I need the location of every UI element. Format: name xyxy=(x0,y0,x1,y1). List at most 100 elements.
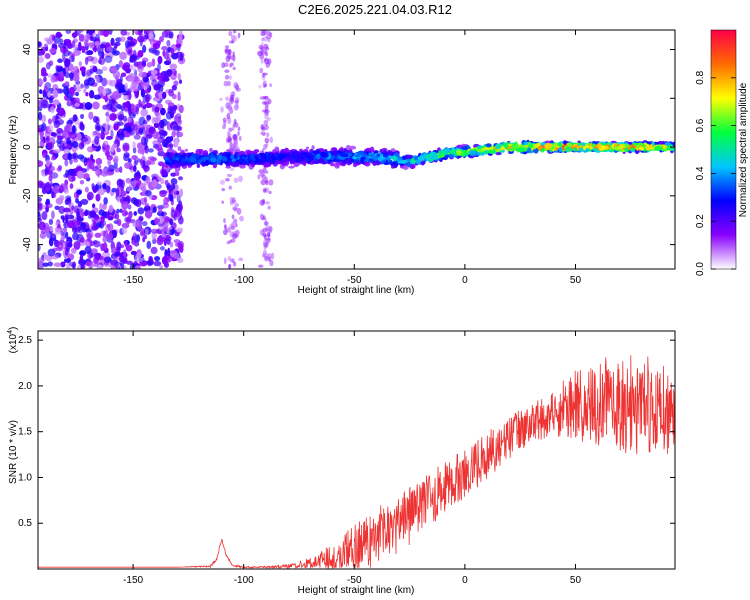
noise-blob xyxy=(264,95,269,100)
noise-blob xyxy=(230,34,236,41)
noise-blob xyxy=(106,211,111,219)
noise-blob xyxy=(232,30,237,34)
noise-blob xyxy=(152,238,157,245)
noise-blob xyxy=(84,56,89,66)
noise-blob xyxy=(138,127,144,136)
ridge-blob xyxy=(357,150,364,156)
noise-blob xyxy=(257,174,261,180)
spectrogram-x-ticks: -150 -100 -50 0 50 xyxy=(123,30,581,286)
noise-blob xyxy=(80,198,89,206)
noise-blob xyxy=(170,209,178,218)
noise-blob xyxy=(85,92,89,97)
noise-blob xyxy=(96,181,103,186)
noise-blob xyxy=(238,257,244,262)
noise-blob xyxy=(220,106,224,113)
noise-blob xyxy=(137,250,142,257)
noise-blob xyxy=(268,179,274,186)
noise-blob xyxy=(144,34,149,40)
noise-blob xyxy=(159,190,167,198)
noise-blob xyxy=(39,232,47,239)
noise-blob xyxy=(107,223,114,232)
noise-blob xyxy=(230,238,236,243)
noise-blob xyxy=(225,49,228,53)
ridge-blob xyxy=(429,151,437,157)
noise-blob xyxy=(231,143,236,149)
ridge-blob xyxy=(664,142,670,146)
noise-blob xyxy=(146,115,151,122)
noise-blob xyxy=(71,125,77,134)
noise-blob xyxy=(79,180,85,185)
ridge-blob xyxy=(624,147,629,152)
noise-blob xyxy=(38,196,42,203)
noise-blob xyxy=(158,84,164,93)
ridge-blob xyxy=(638,146,645,151)
noise-blob xyxy=(114,213,120,220)
ridge-blob xyxy=(572,147,578,152)
noise-blob xyxy=(262,100,267,105)
noise-blob xyxy=(229,64,232,68)
noise-blob xyxy=(76,211,81,216)
noise-blob xyxy=(69,132,77,140)
noise-blob xyxy=(101,77,108,87)
noise-blob xyxy=(69,183,74,189)
noise-blob xyxy=(229,137,233,142)
noise-blob xyxy=(107,159,111,166)
noise-blob xyxy=(267,205,271,210)
noise-blob xyxy=(65,214,69,224)
ridge-blob xyxy=(229,147,235,153)
noise-blob xyxy=(138,99,142,107)
noise-blob xyxy=(81,45,86,54)
noise-blob xyxy=(161,118,168,127)
noise-blob xyxy=(257,50,263,57)
noise-blob xyxy=(103,256,112,263)
noise-blob xyxy=(102,235,108,243)
noise-blob xyxy=(92,187,98,193)
noise-blob xyxy=(236,87,242,92)
noise-blob xyxy=(148,148,154,153)
noise-blob xyxy=(124,239,128,248)
ridge-blob xyxy=(627,141,633,145)
noise-blob xyxy=(158,215,164,224)
noise-blob xyxy=(137,79,143,85)
noise-blob xyxy=(146,240,152,250)
ridge-blob xyxy=(342,159,347,164)
y-tick-label: -40 xyxy=(22,237,33,252)
noise-blob xyxy=(105,111,110,117)
ridge-blob xyxy=(302,154,306,158)
noise-blob xyxy=(179,53,184,62)
noise-blob xyxy=(38,42,42,47)
noise-blob xyxy=(47,261,53,267)
noise-blob xyxy=(228,75,232,80)
noise-blob xyxy=(66,99,72,106)
noise-blob xyxy=(55,64,60,71)
noise-blob xyxy=(63,41,67,50)
noise-blob xyxy=(83,88,87,94)
ridge-blob xyxy=(510,147,516,151)
noise-blob xyxy=(134,265,142,269)
ridge-blob xyxy=(272,149,278,153)
noise-blob xyxy=(116,121,124,126)
noise-blob xyxy=(264,113,268,120)
spectrogram-panel: -150 -100 -50 0 50 -40 -20 0 20 40 Height of str… xyxy=(8,29,676,296)
noise-blob xyxy=(264,137,270,144)
noise-blob xyxy=(134,234,138,244)
noise-blob xyxy=(224,69,230,73)
noise-blob xyxy=(142,236,146,243)
noise-blob xyxy=(64,58,71,68)
noise-blob xyxy=(227,80,232,87)
noise-blob xyxy=(132,49,137,57)
ridge-blob xyxy=(483,149,489,154)
noise-blob xyxy=(88,111,94,120)
noise-blob xyxy=(137,35,145,43)
noise-blob xyxy=(144,202,150,208)
noise-blob xyxy=(175,43,182,48)
ridge-blob xyxy=(238,158,243,162)
colorbar: 0.0 0.2 0.4 0.6 0.8 Normalized spectral ampl… xyxy=(695,29,749,276)
noise-blob xyxy=(103,197,108,205)
noise-blob xyxy=(260,125,264,130)
noise-blob xyxy=(95,157,103,166)
ridge-blob xyxy=(448,153,455,159)
ridge-blob xyxy=(558,146,563,153)
noise-blob xyxy=(231,39,235,44)
noise-blob xyxy=(261,41,264,46)
